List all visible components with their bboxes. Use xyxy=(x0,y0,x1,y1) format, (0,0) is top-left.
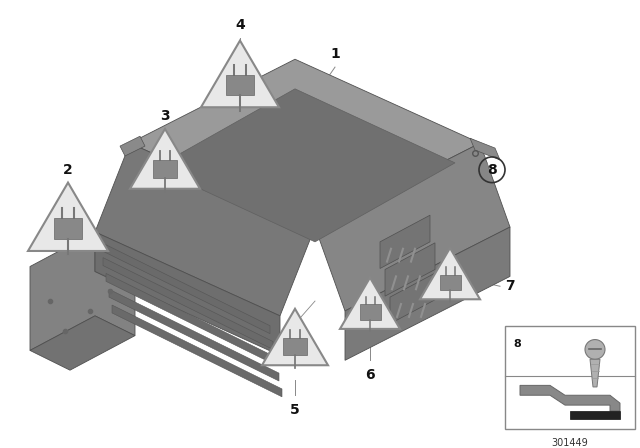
Bar xyxy=(284,338,307,355)
Polygon shape xyxy=(130,129,200,189)
Text: 5: 5 xyxy=(290,403,300,417)
Text: 6: 6 xyxy=(365,368,375,382)
Polygon shape xyxy=(470,138,500,160)
Bar xyxy=(360,304,381,320)
Polygon shape xyxy=(420,248,480,299)
Polygon shape xyxy=(95,232,280,355)
Polygon shape xyxy=(315,143,510,311)
Polygon shape xyxy=(340,278,400,329)
Bar xyxy=(227,75,253,95)
Text: 301449: 301449 xyxy=(552,438,588,448)
Text: 3: 3 xyxy=(160,109,170,124)
Polygon shape xyxy=(520,385,620,411)
Text: 1: 1 xyxy=(330,47,340,61)
Bar xyxy=(505,326,635,429)
Polygon shape xyxy=(570,411,620,419)
Text: 4: 4 xyxy=(235,17,245,32)
Polygon shape xyxy=(120,136,145,156)
Polygon shape xyxy=(262,309,328,365)
Text: 2: 2 xyxy=(63,163,73,177)
Bar xyxy=(440,275,461,290)
Polygon shape xyxy=(30,316,135,370)
Polygon shape xyxy=(100,242,270,334)
Circle shape xyxy=(585,340,605,359)
Text: 8: 8 xyxy=(487,163,497,177)
Text: 7: 7 xyxy=(505,279,515,293)
Polygon shape xyxy=(390,271,440,324)
Polygon shape xyxy=(30,232,135,350)
Polygon shape xyxy=(590,359,600,387)
Polygon shape xyxy=(103,258,273,349)
Polygon shape xyxy=(130,59,480,227)
Polygon shape xyxy=(345,227,510,360)
Polygon shape xyxy=(95,143,315,316)
Polygon shape xyxy=(106,273,276,365)
Bar xyxy=(54,218,82,239)
Text: 8: 8 xyxy=(513,339,521,349)
Polygon shape xyxy=(109,289,279,381)
Polygon shape xyxy=(380,215,430,268)
Polygon shape xyxy=(112,305,282,397)
Polygon shape xyxy=(201,41,279,107)
Polygon shape xyxy=(155,89,455,242)
Polygon shape xyxy=(385,243,435,296)
Polygon shape xyxy=(28,183,108,251)
Bar xyxy=(153,160,177,178)
